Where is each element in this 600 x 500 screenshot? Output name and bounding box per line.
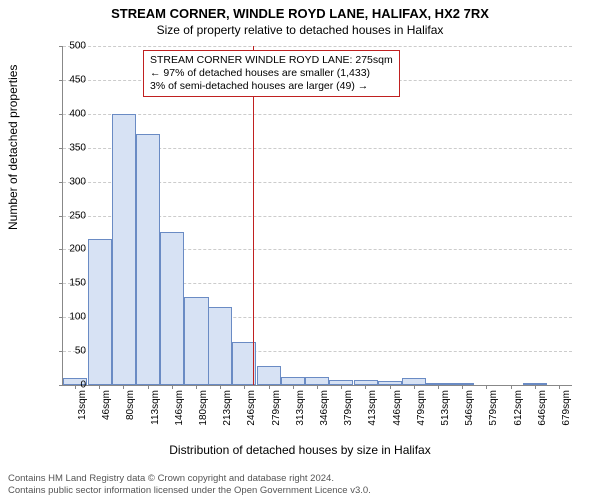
x-tick-label: 413sqm bbox=[367, 390, 378, 440]
y-tick-label: 450 bbox=[56, 74, 86, 85]
x-tick-label: 279sqm bbox=[271, 390, 282, 440]
x-tick-mark bbox=[486, 385, 487, 389]
x-tick-label: 679sqm bbox=[561, 390, 572, 440]
x-tick-label: 113sqm bbox=[150, 390, 161, 440]
x-tick-mark bbox=[414, 385, 415, 389]
x-tick-label: 313sqm bbox=[295, 390, 306, 440]
histogram-bar bbox=[88, 239, 112, 385]
chart-container: STREAM CORNER, WINDLE ROYD LANE, HALIFAX… bbox=[0, 0, 600, 500]
histogram-bar bbox=[160, 232, 184, 385]
chart-title: STREAM CORNER, WINDLE ROYD LANE, HALIFAX… bbox=[0, 0, 600, 21]
x-tick-mark bbox=[365, 385, 366, 389]
histogram-bar bbox=[281, 377, 305, 385]
y-tick-label: 200 bbox=[56, 244, 86, 255]
x-tick-mark bbox=[511, 385, 512, 389]
plot-area: STREAM CORNER WINDLE ROYD LANE: 275sqm ←… bbox=[62, 46, 572, 386]
x-tick-label: 513sqm bbox=[440, 390, 451, 440]
gridline bbox=[63, 114, 572, 115]
chart-subtitle: Size of property relative to detached ho… bbox=[0, 21, 600, 37]
x-tick-label: 246sqm bbox=[246, 390, 257, 440]
x-tick-mark bbox=[390, 385, 391, 389]
x-tick-mark bbox=[220, 385, 221, 389]
y-tick-label: 0 bbox=[56, 380, 86, 391]
gridline bbox=[63, 46, 572, 47]
histogram-bar bbox=[184, 297, 208, 385]
x-tick-label: 346sqm bbox=[319, 390, 330, 440]
x-tick-label: 146sqm bbox=[174, 390, 185, 440]
x-tick-mark bbox=[462, 385, 463, 389]
x-tick-mark bbox=[293, 385, 294, 389]
histogram-bar bbox=[257, 366, 281, 385]
y-tick-label: 150 bbox=[56, 278, 86, 289]
x-tick-label: 646sqm bbox=[537, 390, 548, 440]
annotation-line-1: STREAM CORNER WINDLE ROYD LANE: 275sqm bbox=[150, 54, 393, 67]
y-tick-label: 400 bbox=[56, 108, 86, 119]
y-tick-label: 350 bbox=[56, 142, 86, 153]
x-tick-mark bbox=[438, 385, 439, 389]
x-tick-mark bbox=[535, 385, 536, 389]
y-tick-label: 300 bbox=[56, 176, 86, 187]
x-tick-label: 213sqm bbox=[222, 390, 233, 440]
x-tick-mark bbox=[317, 385, 318, 389]
histogram-bar bbox=[112, 114, 136, 385]
annotation-box: STREAM CORNER WINDLE ROYD LANE: 275sqm ←… bbox=[143, 50, 400, 97]
x-tick-label: 446sqm bbox=[392, 390, 403, 440]
x-tick-mark bbox=[123, 385, 124, 389]
x-tick-label: 479sqm bbox=[416, 390, 427, 440]
footer-line-2: Contains public sector information licen… bbox=[8, 485, 371, 496]
x-tick-mark bbox=[341, 385, 342, 389]
x-tick-label: 13sqm bbox=[77, 390, 88, 440]
x-axis-label: Distribution of detached houses by size … bbox=[0, 443, 600, 457]
annotation-line-2: ← 97% of detached houses are smaller (1,… bbox=[150, 67, 393, 80]
histogram-bar bbox=[402, 378, 426, 385]
x-tick-label: 80sqm bbox=[125, 390, 136, 440]
y-tick-label: 50 bbox=[56, 346, 86, 357]
x-tick-label: 546sqm bbox=[464, 390, 475, 440]
y-tick-label: 500 bbox=[56, 41, 86, 52]
x-tick-mark bbox=[269, 385, 270, 389]
x-tick-mark bbox=[559, 385, 560, 389]
x-tick-mark bbox=[172, 385, 173, 389]
x-tick-mark bbox=[244, 385, 245, 389]
x-tick-label: 379sqm bbox=[343, 390, 354, 440]
histogram-bar bbox=[208, 307, 232, 385]
x-tick-label: 46sqm bbox=[101, 390, 112, 440]
x-tick-label: 612sqm bbox=[513, 390, 524, 440]
x-tick-mark bbox=[99, 385, 100, 389]
x-tick-mark bbox=[148, 385, 149, 389]
y-tick-label: 100 bbox=[56, 312, 86, 323]
footer-line-1: Contains HM Land Registry data © Crown c… bbox=[8, 473, 371, 484]
annotation-line-3: 3% of semi-detached houses are larger (4… bbox=[150, 80, 393, 93]
histogram-bar bbox=[136, 134, 160, 385]
x-tick-label: 579sqm bbox=[488, 390, 499, 440]
footer: Contains HM Land Registry data © Crown c… bbox=[8, 473, 371, 496]
x-tick-label: 180sqm bbox=[198, 390, 209, 440]
y-axis-label: Number of detached properties bbox=[6, 65, 20, 230]
histogram-bar bbox=[305, 377, 329, 385]
y-tick-label: 250 bbox=[56, 210, 86, 221]
x-tick-mark bbox=[196, 385, 197, 389]
